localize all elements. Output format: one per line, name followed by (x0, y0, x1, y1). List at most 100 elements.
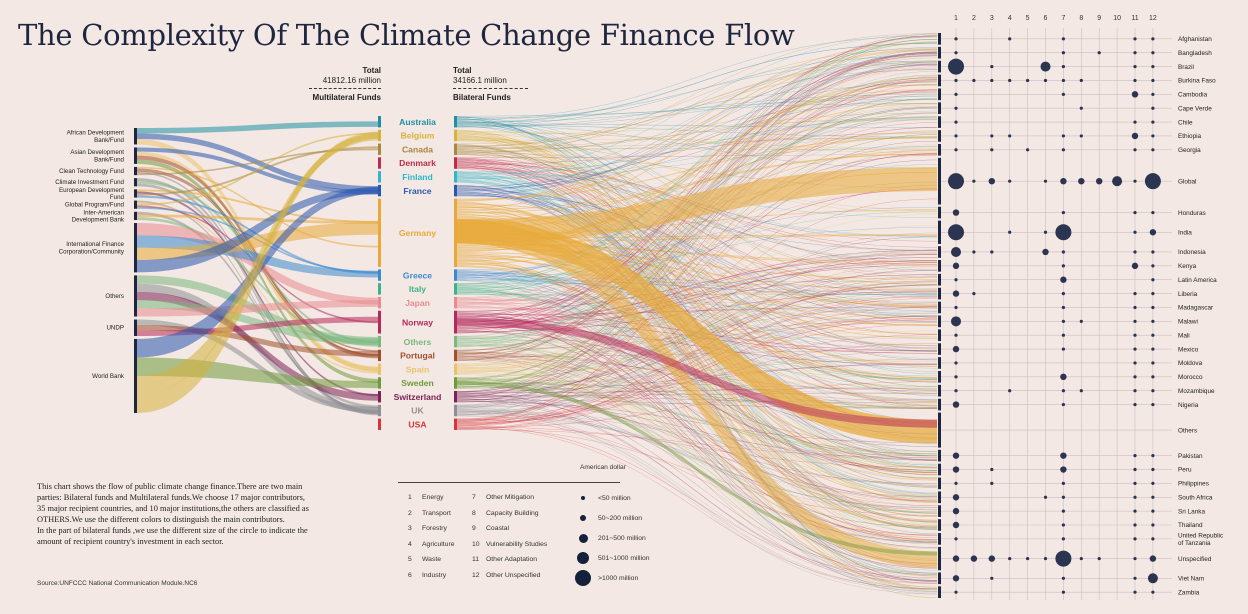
bilateral-flow-ribbon (454, 198, 937, 428)
size-dot-icon (575, 570, 591, 586)
bilateral-flow-ribbon (454, 144, 937, 374)
investment-dot (1133, 454, 1137, 458)
investment-dot (954, 481, 958, 485)
sector-legend-item: 9 Coastal (472, 525, 510, 533)
investment-dot (1151, 106, 1155, 110)
investment-dot (1133, 179, 1137, 183)
bilateral-flow-ribbon (454, 269, 937, 430)
bilateral-flow-ribbon (454, 53, 937, 179)
bilateral-flow-ribbon (454, 384, 937, 528)
investment-dot (954, 333, 958, 337)
contributor-label-finland: Finland (402, 172, 433, 182)
investment-dot (954, 92, 958, 96)
bilateral-flow-ribbon (454, 426, 937, 590)
investment-dot (1151, 375, 1155, 379)
bilateral-flow-ribbon (454, 106, 937, 343)
bilateral-flow-ribbon (454, 356, 937, 582)
investment-dot (1147, 573, 1158, 584)
recipient-label-ethiopia: Ethiopia (1178, 133, 1202, 140)
investment-dot (1151, 402, 1155, 407)
bilateral-flow-ribbon (454, 215, 937, 502)
investment-dot (972, 250, 976, 254)
bilateral-flow-ribbon (454, 33, 937, 155)
bilateral-flow-ribbon (454, 279, 937, 312)
bilateral-flow-ribbon (454, 48, 937, 147)
investment-dot (1061, 347, 1065, 351)
investment-dot (972, 291, 976, 296)
contributor-node-left-denmark (378, 157, 381, 169)
recipient-label-madagascar: Madagascar (1178, 305, 1214, 312)
investment-dot (954, 78, 958, 83)
investment-dot (1061, 134, 1065, 138)
investment-dot (954, 134, 958, 138)
bilateral-flow-ribbon (454, 337, 937, 549)
bilateral-flow-ribbon (454, 318, 937, 548)
size-legend-item: <50 million (572, 488, 650, 508)
bilateral-flow-ribbon (454, 69, 937, 195)
bilateral-flow-ribbon (454, 246, 937, 307)
bilateral-flow-ribbon (454, 407, 937, 509)
bilateral-flow-ribbon (454, 262, 937, 426)
contributor-label-greece: Greece (403, 270, 432, 280)
bilateral-flow-ribbon (454, 78, 937, 263)
contributor-label-sweden: Sweden (401, 378, 433, 388)
recipient-node-cape-verde (938, 102, 941, 115)
investment-dot (1133, 291, 1137, 296)
bilateral-flow-ribbon (454, 147, 937, 383)
investment-dot (948, 224, 964, 241)
bilateral-flow-ribbon (454, 293, 937, 314)
bilateral-flow-ribbon (454, 36, 937, 318)
recipient-node-liberia (938, 287, 941, 300)
recipient-label-bangladesh: Bangladesh (1178, 50, 1212, 57)
recipient-node-afghanistan (938, 33, 941, 45)
contributor-node-left-germany (378, 198, 381, 267)
bilateral-flow-ribbon (454, 290, 937, 343)
bilateral-flow-ribbon (454, 410, 937, 457)
contributor-node-right-usa (454, 418, 457, 430)
investment-dot (1131, 132, 1139, 140)
bilateral-flow-ribbon (454, 271, 937, 448)
investment-dot (952, 466, 960, 473)
bilateral-flow-ribbon (454, 76, 937, 373)
description-line: This chart shows the flow of public clim… (37, 482, 303, 491)
bilateral-flow-ribbon (454, 354, 937, 402)
recipient-label-latin-america: Latin America (1178, 277, 1217, 284)
size-legend: <50 million 50~200 million 201~500 milli… (572, 488, 650, 588)
bilateral-flow-ribbon (454, 116, 937, 387)
investment-dot (1061, 590, 1065, 594)
recipient-node-cambodia (938, 88, 941, 101)
bilateral-flow-ribbon (454, 125, 937, 438)
bilateral-flow-ribbon (454, 244, 937, 263)
investment-dot (1061, 495, 1065, 499)
investment-dot (1008, 134, 1012, 138)
size-dot-icon (577, 552, 589, 564)
bilateral-flow-ribbon (454, 154, 937, 158)
investment-dot (1151, 509, 1155, 513)
contributor-node-right-belgium (454, 129, 457, 142)
bilateral-flow-ribbon (454, 189, 937, 304)
sector-column-label: 8 (1079, 15, 1083, 22)
bilateral-flow-ribbon (454, 180, 937, 428)
bilateral-flow-ribbon (454, 168, 937, 543)
recipient-node-ethiopia (938, 130, 941, 142)
contributor-label-belgium: Belgium (401, 131, 435, 141)
recipient-label-india: India (1178, 229, 1192, 236)
bilateral-flow-ribbon (454, 394, 937, 497)
investment-dot (1043, 230, 1048, 234)
bilateral-flow-ribbon (454, 275, 937, 294)
bilateral-flow-ribbon (454, 367, 937, 537)
investment-dot (954, 106, 958, 110)
recipient-node-kenya (938, 260, 941, 272)
bilateral-flow-ribbon (454, 150, 937, 369)
bilateral-flow-ribbon (454, 273, 937, 591)
bilateral-flow-ribbon (454, 165, 937, 394)
bilateral-flow-ribbon (454, 134, 937, 386)
bilateral-flow-ribbon (454, 48, 937, 408)
bilateral-flow-ribbon (454, 253, 937, 306)
bilateral-flow-ribbon (454, 153, 937, 420)
contributor-node-left-france (378, 184, 381, 197)
investment-dot (1097, 51, 1101, 55)
bilateral-flow-ribbon (454, 291, 937, 333)
investment-dot (1133, 37, 1137, 41)
contributor-node-left-greece (378, 269, 381, 281)
